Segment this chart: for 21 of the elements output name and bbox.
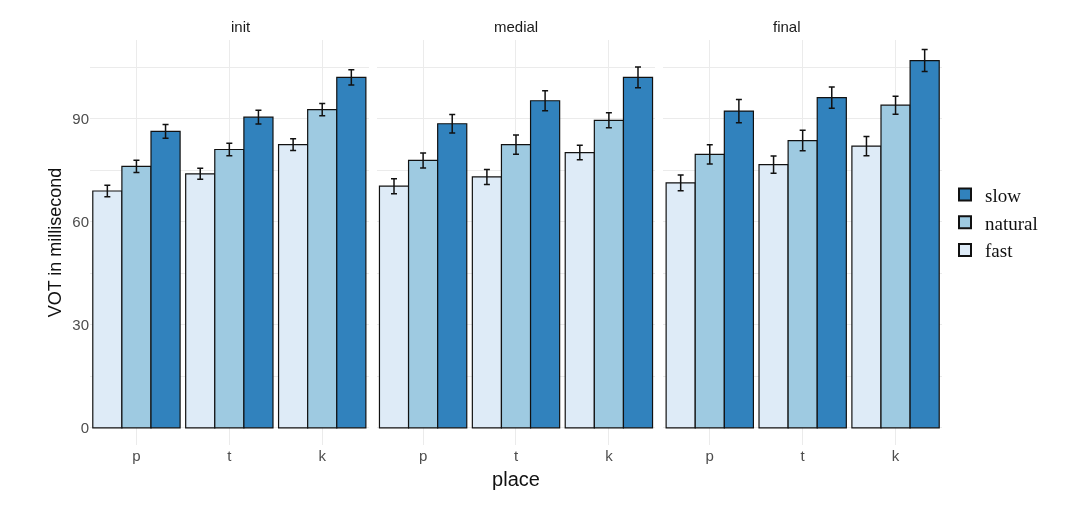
legend-label: fast xyxy=(985,240,1014,262)
legend-label: natural xyxy=(985,212,1038,234)
chart-title: medial xyxy=(494,18,539,35)
y-tick-label: 30 xyxy=(72,316,89,334)
x-tick-label: k xyxy=(318,447,327,464)
x-tick-label: p xyxy=(418,447,428,464)
chart-title: init xyxy=(231,18,252,35)
chart-title: final xyxy=(773,18,801,35)
x-tick-label: t xyxy=(227,447,233,464)
x-axis-title: place xyxy=(492,467,540,490)
y-axis-title: VOT in millisecond xyxy=(44,167,65,318)
x-tick-label: k xyxy=(891,447,900,464)
x-tick-label: t xyxy=(513,447,519,464)
y-tick-label: 60 xyxy=(72,213,89,231)
x-tick-label: p xyxy=(132,447,141,464)
y-tick-label: 90 xyxy=(72,110,89,128)
legend-label: slow xyxy=(985,184,1022,206)
x-tick-label: p xyxy=(705,447,714,464)
y-tick-label: 0 xyxy=(80,419,89,437)
x-tick-label: k xyxy=(605,447,614,464)
x-tick-label: t xyxy=(800,447,806,464)
